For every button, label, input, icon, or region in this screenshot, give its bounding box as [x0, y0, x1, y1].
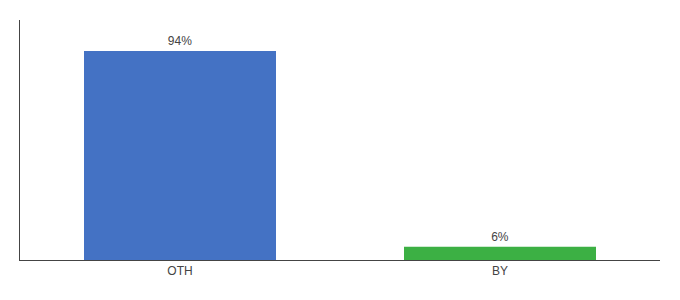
svg-text:BY: BY: [492, 264, 508, 278]
svg-text:OTH: OTH: [167, 264, 192, 278]
svg-text:94%: 94%: [168, 34, 192, 48]
svg-text:6%: 6%: [491, 230, 509, 244]
